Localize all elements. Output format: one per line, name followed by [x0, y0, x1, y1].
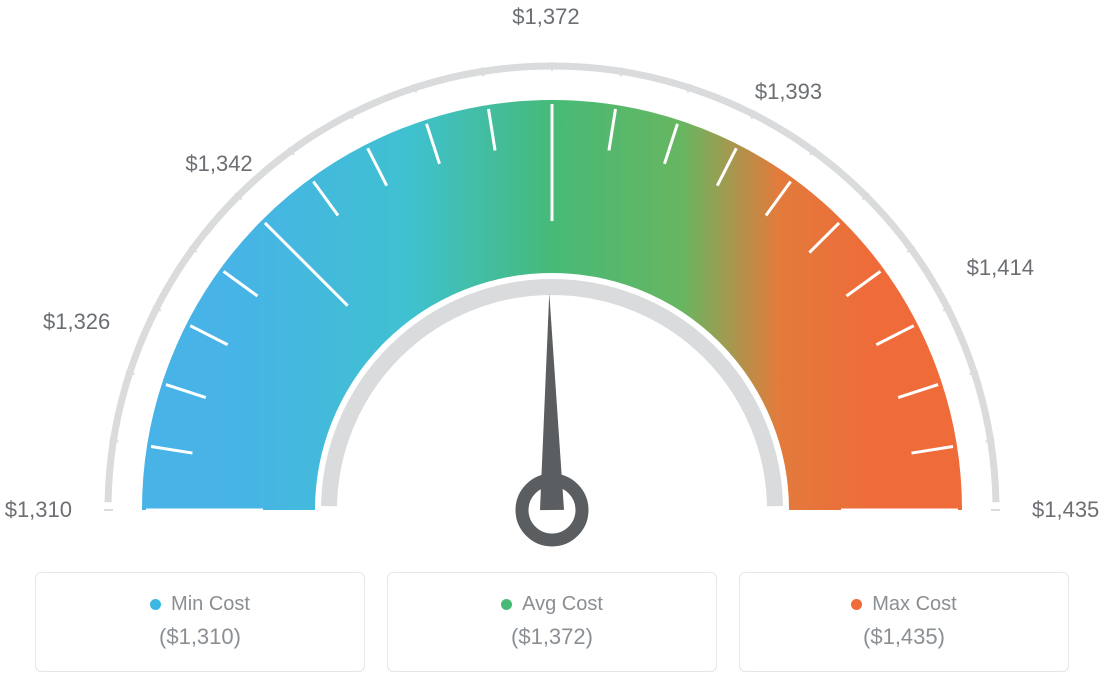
legend-row: Min Cost ($1,310) Avg Cost ($1,372) Max … [0, 572, 1104, 672]
tick-label: $1,342 [185, 151, 252, 177]
tick-label: $1,372 [512, 4, 579, 30]
dot-avg [501, 599, 512, 610]
legend-top-max: Max Cost [851, 593, 956, 616]
legend-label-avg: Avg Cost [522, 593, 603, 616]
legend-top-avg: Avg Cost [501, 593, 603, 616]
dot-min [150, 599, 161, 610]
gauge-svg [32, 30, 1072, 560]
legend-value-max: ($1,435) [863, 624, 945, 650]
tick-label: $1,310 [5, 497, 72, 523]
legend-value-avg: ($1,372) [511, 624, 593, 650]
legend-label-max: Max Cost [872, 593, 956, 616]
gauge-area: $1,310 $1,326 $1,342 $1,372 $1,393 $1,414 $1,4… [0, 0, 1104, 560]
dot-max [851, 599, 862, 610]
legend-label-min: Min Cost [171, 593, 250, 616]
legend-card-max: Max Cost ($1,435) [739, 572, 1069, 672]
legend-value-min: ($1,310) [159, 624, 241, 650]
chart-container: $1,310 $1,326 $1,342 $1,372 $1,393 $1,414 $1,4… [0, 0, 1104, 690]
legend-top-min: Min Cost [150, 593, 250, 616]
tick-label: $1,326 [43, 309, 110, 335]
tick-label: $1,393 [755, 79, 822, 105]
legend-card-min: Min Cost ($1,310) [35, 572, 365, 672]
tick-label: $1,435 [1032, 497, 1099, 523]
legend-card-avg: Avg Cost ($1,372) [387, 572, 717, 672]
tick-label: $1,414 [967, 255, 1034, 281]
